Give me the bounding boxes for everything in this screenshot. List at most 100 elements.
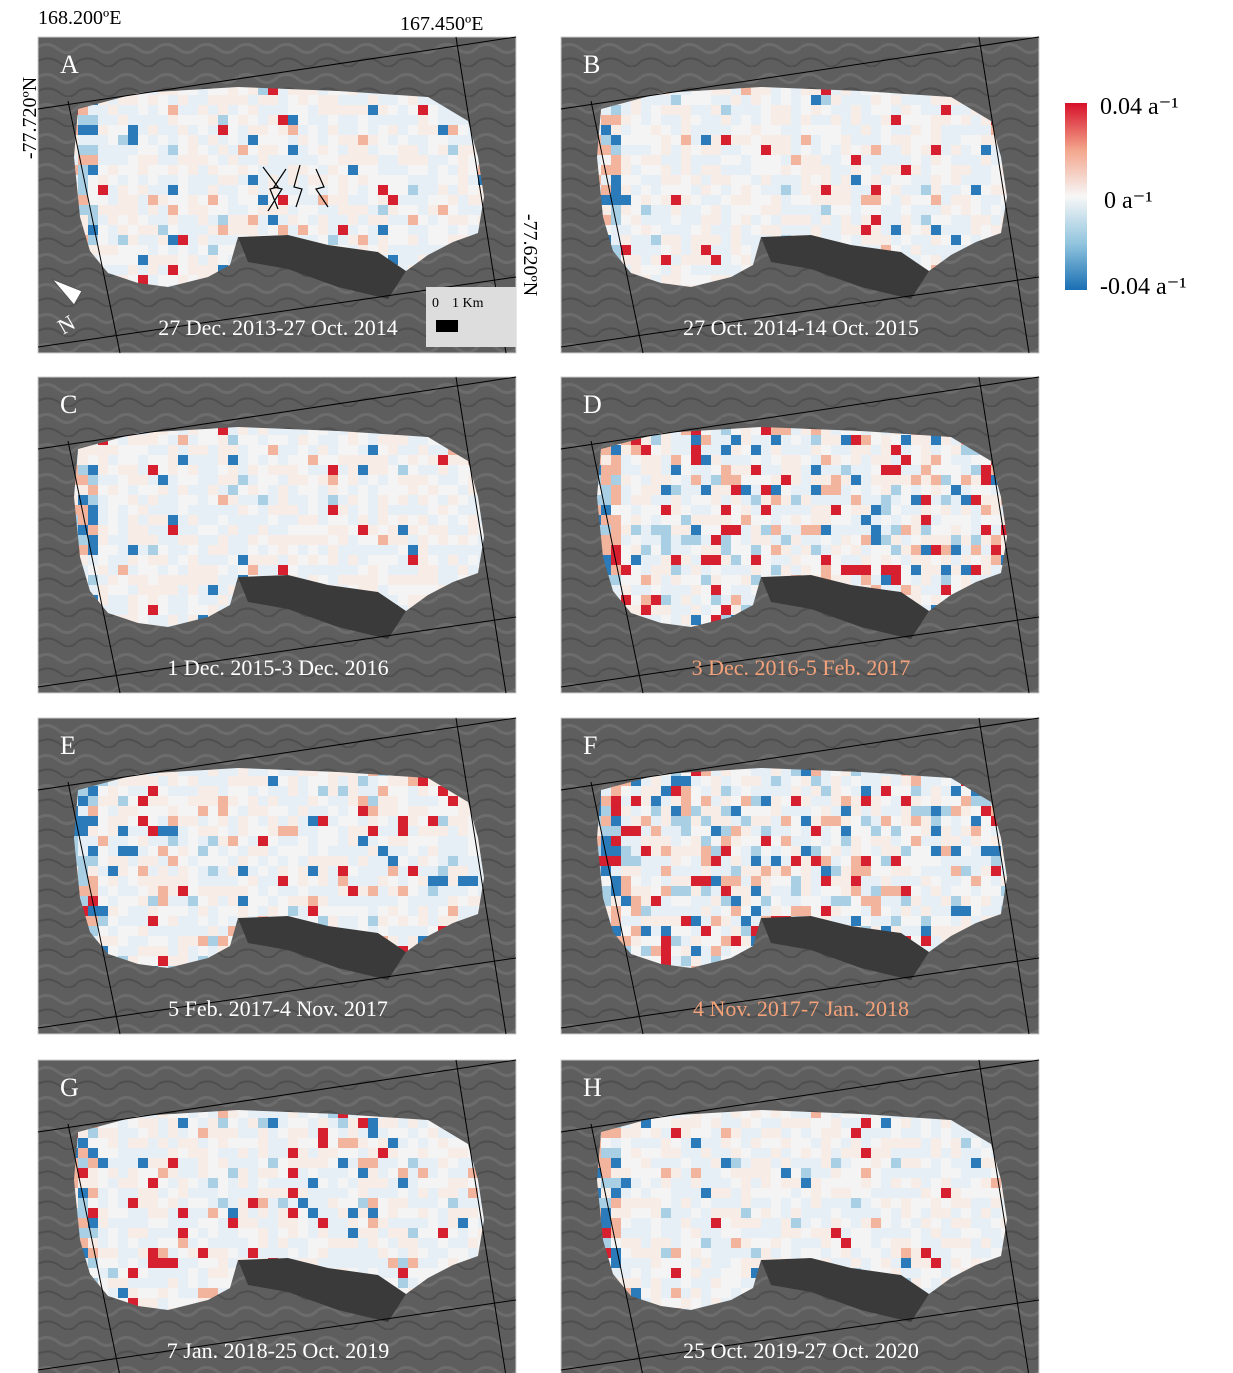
velocity-cell [128,465,138,475]
velocity-cell [961,565,971,575]
velocity-cell [661,475,671,485]
velocity-cell [611,796,621,806]
velocity-cell [298,806,308,816]
velocity-cell [368,545,378,555]
velocity-cell [841,565,851,575]
velocity-cell [651,235,661,245]
velocity-cell [971,135,981,145]
velocity-cell [901,215,911,225]
velocity-cell [458,876,468,886]
velocity-cell [881,205,891,215]
velocity-cell [198,856,208,866]
velocity-cell [368,876,378,886]
velocity-cell [318,435,328,445]
velocity-cell [308,786,318,796]
velocity-cell [971,185,981,195]
velocity-cell [711,545,721,555]
velocity-cell [741,505,751,515]
velocity-cell [128,916,138,926]
velocity-cell [168,495,178,505]
velocity-cell [671,175,681,185]
coord-label: 168.200ºE [38,7,121,29]
velocity-cell [741,135,751,145]
velocity-cell [328,886,338,896]
velocity-cell [328,896,338,906]
velocity-cell [731,495,741,505]
velocity-cell [108,926,118,936]
velocity-cell [148,866,158,876]
velocity-cell [428,896,438,906]
velocity-cell [741,495,751,505]
velocity-cell [681,786,691,796]
velocity-cell [711,806,721,816]
velocity-cell [458,565,468,575]
velocity-cell [661,455,671,465]
velocity-cell [771,105,781,115]
velocity-cell [951,575,961,585]
velocity-cell [158,886,168,896]
velocity-cell [731,465,741,475]
velocity-cell [318,545,328,555]
velocity-cell [791,145,801,155]
velocity-cell [98,155,108,165]
velocity-cell [148,135,158,145]
velocity-cell [891,555,901,565]
velocity-cell [208,535,218,545]
velocity-cell [138,445,148,455]
velocity-cell [901,105,911,115]
velocity-cell [671,906,681,916]
velocity-cell [338,475,348,485]
velocity-cell [691,866,701,876]
velocity-cell [961,575,971,585]
velocity-cell [388,886,398,896]
velocity-cell [641,866,651,876]
velocity-cell [971,215,981,225]
velocity-cell [731,235,741,245]
velocity-cell [831,465,841,475]
velocity-cell [228,445,238,455]
velocity-cell [218,195,228,205]
velocity-cell [178,585,188,595]
velocity-cell [238,95,248,105]
velocity-cell [731,505,741,515]
velocity-cell [881,475,891,485]
velocity-cell [438,846,448,856]
velocity-cell [268,505,278,515]
velocity-cell [701,806,711,816]
velocity-cell [458,195,468,205]
velocity-cell [631,846,641,856]
velocity-cell [671,95,681,105]
velocity-cell [278,515,288,525]
velocity-cell [238,876,248,886]
velocity-cell [148,255,158,265]
velocity-cell [398,505,408,515]
velocity-cell [118,255,128,265]
velocity-cell [711,565,721,575]
velocity-cell [881,465,891,475]
velocity-cell [198,215,208,225]
velocity-cell [811,115,821,125]
velocity-cell [961,495,971,505]
velocity-cell [218,445,228,455]
velocity-cell [951,555,961,565]
velocity-cell [821,866,831,876]
velocity-cell [671,565,681,575]
velocity-cell [731,575,741,585]
velocity-cell [398,95,408,105]
velocity-cell [188,105,198,115]
velocity-cell [328,485,338,495]
velocity-cell [701,435,711,445]
velocity-cell [188,896,198,906]
velocity-cell [681,936,691,946]
velocity-cell [268,786,278,796]
velocity-cell [691,95,701,105]
velocity-cell [418,816,428,826]
velocity-cell [278,866,288,876]
velocity-cell [801,185,811,195]
velocity-cell [781,806,791,816]
velocity-cell [228,165,238,175]
velocity-cell [358,515,368,525]
velocity-cell [168,435,178,445]
velocity-cell [88,135,98,145]
velocity-cell [128,776,138,786]
